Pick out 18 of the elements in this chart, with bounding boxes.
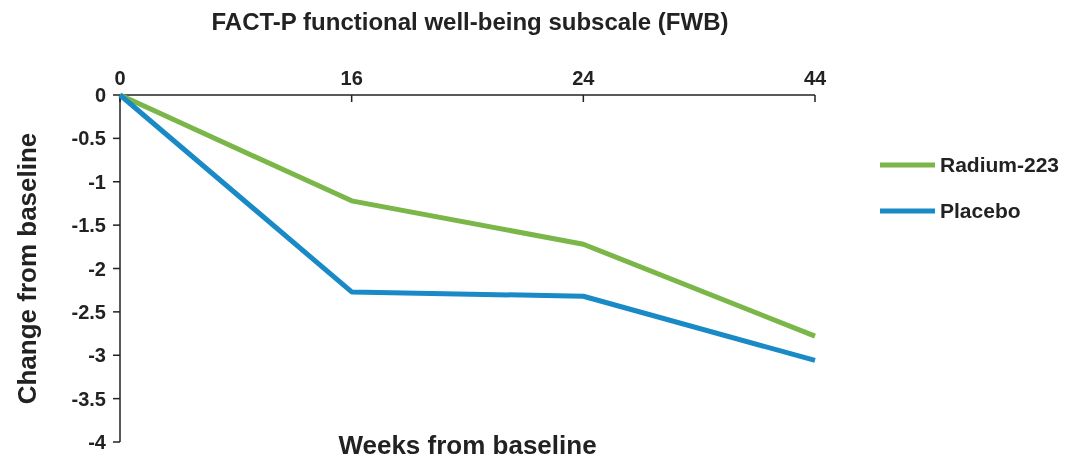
y-axis-title: Change from baseline: [12, 132, 42, 405]
legend-label: Radium-223: [940, 153, 1060, 177]
x-tick-label: 0: [114, 67, 126, 89]
y-tick-label: -4: [88, 431, 107, 453]
y-tick-label: -2.5: [71, 300, 106, 323]
x-axis-title: Weeks from baseline: [338, 430, 597, 460]
y-tick-label: -3: [88, 344, 106, 367]
x-tick-label: 44: [803, 67, 827, 89]
chart-title: FACT-P functional well-being subscale (FWB): [211, 8, 729, 35]
y-tick-label: -3.5: [71, 387, 106, 410]
y-tick-label: -0.5: [71, 127, 106, 150]
y-tick-label: -2: [88, 257, 106, 280]
y-tick-label: -1: [88, 170, 106, 193]
legend-label: Placebo: [940, 199, 1021, 223]
x-tick-label: 16: [340, 67, 363, 89]
y-tick-label: -1.5: [71, 214, 106, 237]
x-tick-label: 24: [572, 67, 596, 89]
y-tick-label: 0: [94, 84, 106, 106]
